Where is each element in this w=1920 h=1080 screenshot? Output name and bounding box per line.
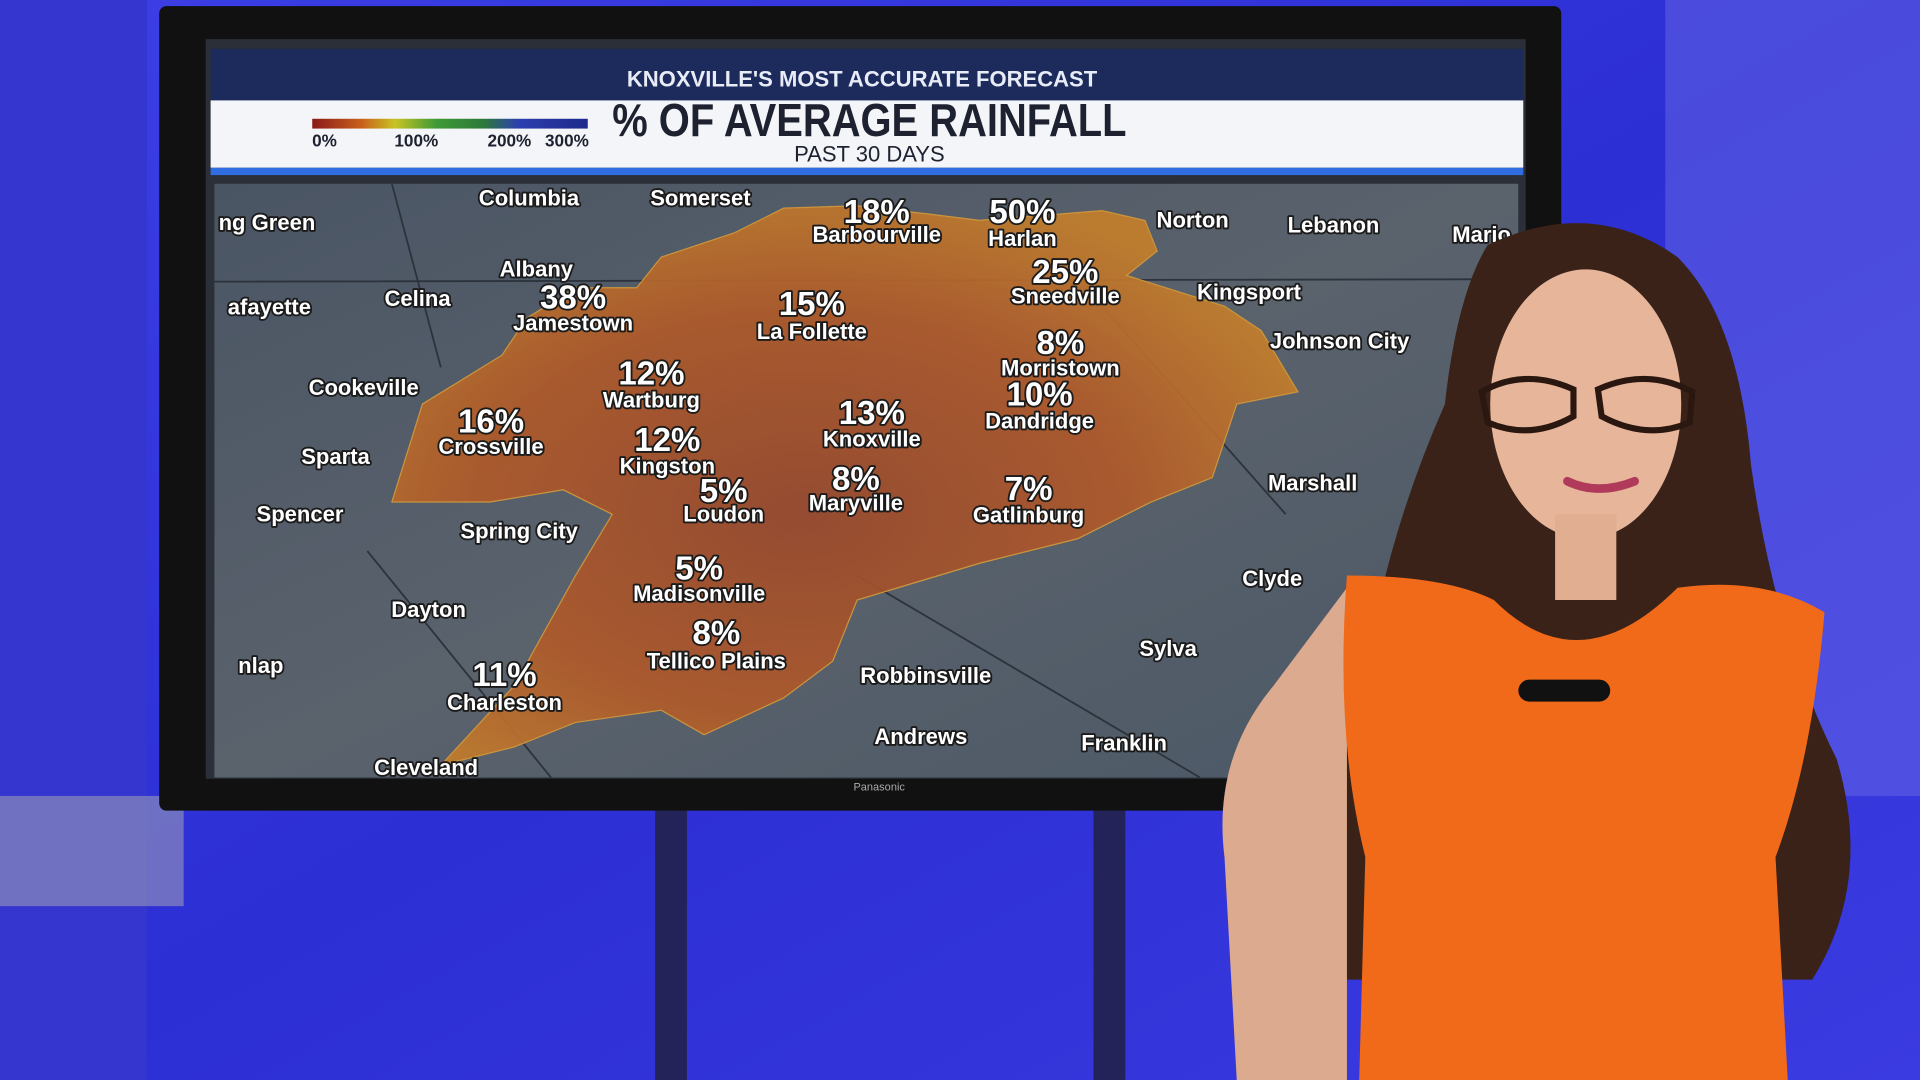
place-name: Albany	[500, 256, 574, 281]
presenter-arm	[1222, 587, 1347, 1080]
studio-panel	[0, 0, 147, 1080]
city-name: Harlan	[988, 226, 1057, 251]
subtitle: PAST 30 DAYS	[794, 141, 945, 166]
city-name: Dandridge	[985, 408, 1094, 433]
rainfall-percent: 7%	[1005, 471, 1053, 508]
rainfall-area	[391, 205, 1299, 767]
place-name: nlap	[238, 653, 283, 678]
legend-label: 0%	[312, 131, 337, 151]
city-name: Jamestown	[513, 310, 633, 335]
presenter-lips	[1563, 476, 1639, 493]
banner-bar	[210, 48, 1524, 101]
legend-label: 300%	[545, 131, 589, 151]
banner-text: KNOXVILLE'S MOST ACCURATE FORECAST	[627, 67, 1098, 92]
city-name: Madisonville	[633, 581, 765, 606]
place-name: Celina	[384, 286, 451, 311]
place-name: Andrews	[874, 724, 967, 749]
city-name: Charleston	[447, 690, 562, 715]
place-name: afayette	[228, 294, 311, 319]
rainfall-percent: 11%	[472, 657, 536, 694]
rainfall-percent: 5%	[675, 550, 723, 587]
city-name: Kingston	[620, 454, 715, 479]
place-name: Franklin	[1081, 730, 1167, 755]
rainfall-percent: 8%	[1037, 325, 1085, 362]
place-name: Lebanon	[1288, 212, 1380, 237]
rainfall-percent: 38%	[540, 280, 606, 317]
title-underline	[210, 167, 1524, 176]
stand-leg	[655, 802, 687, 1080]
place-name: Marshall	[1268, 471, 1357, 496]
city-name: La Follette	[757, 319, 867, 344]
place-name: Kingsport	[1197, 280, 1302, 305]
city-name: Loudon	[683, 501, 764, 526]
place-name: ng Green	[219, 210, 316, 235]
place-name: Cleveland	[374, 755, 478, 780]
city-name: Wartburg	[603, 387, 700, 412]
rainfall-percent: 8%	[692, 615, 740, 652]
place-name: Cookeville	[309, 375, 419, 400]
place-name: Johnson City	[1270, 329, 1410, 354]
city-name: Crossville	[438, 434, 543, 459]
lapel-mic	[1518, 679, 1611, 702]
place-name: Somerset	[650, 185, 751, 210]
presenter	[1222, 223, 1851, 1080]
rainfall-percent: 8%	[832, 461, 880, 498]
place-name: Sylva	[1139, 636, 1197, 661]
brand-logo: Panasonic	[853, 781, 905, 793]
rainfall-percent: 16%	[458, 403, 524, 440]
place-name: Norton	[1157, 207, 1229, 232]
presenter-glasses	[1478, 375, 1696, 434]
rainfall-percent: 12%	[618, 356, 684, 393]
rainfall-percent: 13%	[839, 395, 905, 432]
rainfall-percent: 15%	[779, 286, 845, 323]
rainfall-percent: 10%	[1007, 376, 1073, 413]
place-name: Dayton	[391, 597, 466, 622]
legend-label: 100%	[394, 131, 438, 151]
presenter-neck	[1555, 514, 1617, 600]
place-name: Clyde	[1242, 566, 1302, 591]
studio-panel	[0, 795, 184, 907]
city-name: Barbourville	[812, 222, 941, 247]
title: % OF AVERAGE RAINFALL	[612, 94, 1126, 146]
legend: 0% 100% 200% 300%	[312, 131, 589, 151]
title-bar	[210, 100, 1524, 168]
rainfall-percent: 50%	[989, 194, 1055, 231]
city-name: Sneedville	[1011, 283, 1120, 308]
place-name: Spring City	[460, 518, 578, 543]
place-name: Mario	[1452, 222, 1511, 247]
city-name: Maryville	[809, 490, 903, 515]
map-labels: 18%Barbourville 50%Harlan 25%Sneedville 38%…	[217, 184, 1513, 780]
rainfall-percent: 25%	[1032, 254, 1098, 291]
legend-label: 200%	[487, 131, 531, 151]
city-name: Morristown	[1001, 356, 1120, 381]
place-name: Robbinsville	[860, 663, 991, 688]
rainfall-percent: 12%	[634, 422, 700, 459]
legend-scale	[312, 118, 588, 129]
presenter-face	[1490, 269, 1682, 539]
rainfall-percent: 5%	[700, 473, 748, 510]
presenter-top	[1343, 575, 1825, 1080]
place-name: Sparta	[301, 444, 370, 469]
city-name: Knoxville	[823, 427, 921, 452]
place-name: Spencer	[257, 501, 344, 526]
stand-leg	[1093, 802, 1126, 1080]
city-name: Tellico Plains	[647, 648, 786, 673]
place-name: Columbia	[479, 185, 580, 210]
city-name: Gatlinburg	[973, 503, 1084, 528]
rainfall-percent: 18%	[844, 194, 910, 231]
